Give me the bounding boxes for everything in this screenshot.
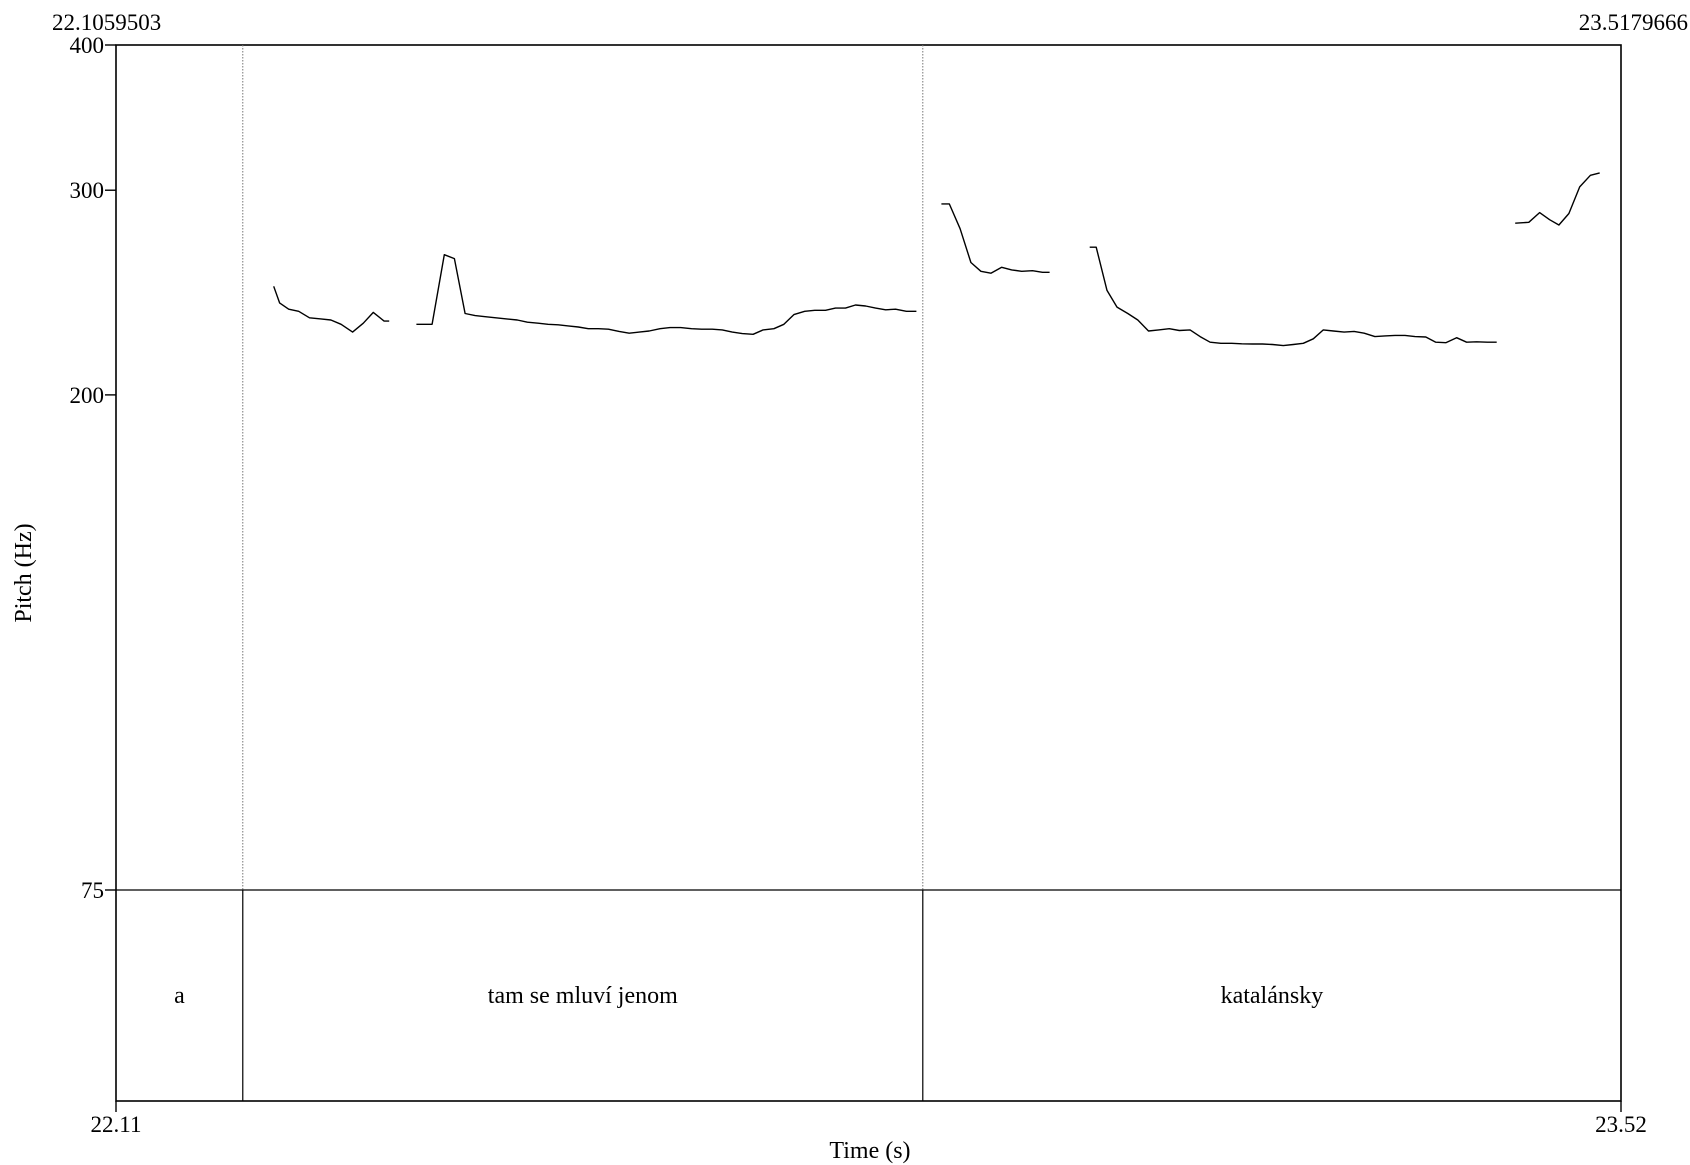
x-axis: 22.11 23.52 xyxy=(91,1101,1647,1137)
y-tick-label: 300 xyxy=(70,178,105,203)
y-axis: 400 300 200 75 xyxy=(70,33,116,903)
pitch-segment xyxy=(941,203,1050,274)
y-axis-title: Pitch (Hz) xyxy=(11,523,37,622)
y-tick-label: 400 xyxy=(70,33,105,58)
plot-frame xyxy=(115,44,1622,1102)
x-tick-label: 22.11 xyxy=(91,1112,142,1137)
y-tick-label: 200 xyxy=(70,383,105,408)
x-tick-label: 23.52 xyxy=(1595,1112,1647,1137)
interval-label: katalánsky xyxy=(1221,983,1324,1009)
pitch-segment xyxy=(416,253,917,335)
interval-label: a xyxy=(174,983,185,1009)
x-axis-title: Time (s) xyxy=(829,1138,910,1164)
text-tier: a tam se mluví jenom katalánsky xyxy=(174,983,1323,1009)
pitch-segment xyxy=(1515,172,1600,226)
pitch-panel xyxy=(115,44,1622,1102)
pitch-contour xyxy=(273,172,1600,347)
interval-label: tam se mluví jenom xyxy=(488,983,678,1009)
window-end-time: 23.5179666 xyxy=(1579,10,1688,35)
pitch-segment xyxy=(273,286,390,333)
y-tick-label: 75 xyxy=(81,878,104,903)
pitch-segment xyxy=(1089,246,1497,347)
window-start-time: 22.1059503 xyxy=(52,10,161,35)
interval-boundaries xyxy=(242,45,924,1101)
